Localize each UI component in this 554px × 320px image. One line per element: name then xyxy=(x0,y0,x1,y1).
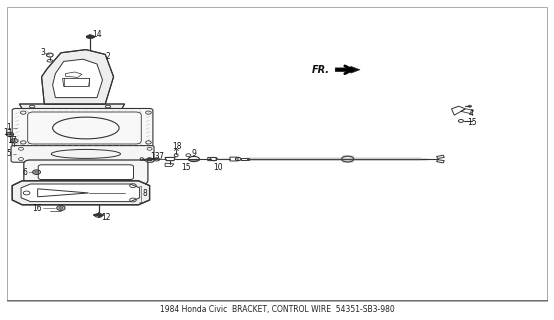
Text: 10: 10 xyxy=(213,163,223,172)
Text: 13: 13 xyxy=(151,152,160,161)
Text: 11: 11 xyxy=(3,128,12,137)
Text: 3: 3 xyxy=(40,48,45,57)
Text: 17: 17 xyxy=(7,136,17,145)
Text: 2: 2 xyxy=(105,52,110,60)
Ellipse shape xyxy=(8,133,12,136)
FancyBboxPatch shape xyxy=(38,165,134,180)
Polygon shape xyxy=(19,104,125,109)
FancyBboxPatch shape xyxy=(24,160,148,184)
Text: 15: 15 xyxy=(181,163,191,172)
Text: 6: 6 xyxy=(23,168,28,177)
Text: 18: 18 xyxy=(172,142,182,151)
Text: 4: 4 xyxy=(468,109,473,118)
Text: 1984 Honda Civic  BRACKET, CONTROL WIRE  54351-SB3-980: 1984 Honda Civic BRACKET, CONTROL WIRE 5… xyxy=(160,305,394,314)
Text: FR.: FR. xyxy=(312,65,330,75)
Polygon shape xyxy=(42,50,114,104)
Ellipse shape xyxy=(13,140,16,142)
FancyBboxPatch shape xyxy=(11,146,154,162)
Text: 15: 15 xyxy=(467,118,476,127)
Text: 14: 14 xyxy=(93,30,102,39)
Polygon shape xyxy=(12,181,150,205)
Polygon shape xyxy=(335,66,360,73)
FancyBboxPatch shape xyxy=(12,108,153,148)
Text: 8: 8 xyxy=(142,189,147,198)
Text: 12: 12 xyxy=(101,213,110,222)
Polygon shape xyxy=(53,59,102,98)
Text: 1: 1 xyxy=(7,123,12,132)
Text: 7: 7 xyxy=(158,152,163,161)
Text: 5: 5 xyxy=(7,149,12,158)
Polygon shape xyxy=(21,184,140,202)
Ellipse shape xyxy=(59,207,63,209)
Text: 9: 9 xyxy=(192,149,196,158)
Ellipse shape xyxy=(34,171,39,173)
Text: 16: 16 xyxy=(32,204,42,212)
